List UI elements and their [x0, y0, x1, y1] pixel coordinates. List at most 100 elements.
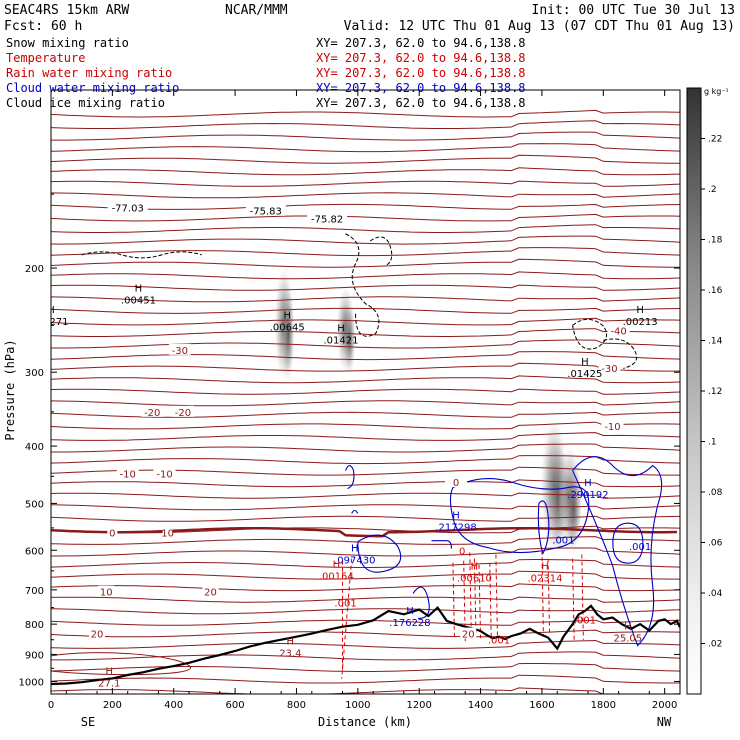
cloud-ice-contours: [81, 233, 638, 369]
isotherm-line: [51, 651, 680, 661]
isotherm-label: -10: [156, 469, 172, 480]
temperature-high-value: 23.4: [279, 649, 301, 660]
cloud-water-contour: [612, 522, 644, 564]
cloud-ice-contour: [345, 233, 380, 337]
colorbar-tick-label: .06: [708, 539, 723, 549]
isotherm-line: [51, 504, 680, 511]
colorbar-tick-label: .08: [708, 488, 723, 498]
isotherm-line: [51, 271, 680, 280]
y-tick-label: 500: [25, 499, 44, 510]
isotherm-line: [51, 213, 680, 222]
field-legend: Snow mixing ratio XY= 207.3, 62.0 to 94.6…: [6, 36, 526, 110]
legend-field-xy: XY= 207.3, 62.0 to 94.6,138.8: [316, 66, 526, 80]
x-axis: 0 200 400 600 800 1000 1200 1400 1600 1800 2000: [48, 90, 677, 711]
label-bg: [141, 405, 164, 417]
rain-label: .001: [574, 615, 596, 626]
x-tick-label: 600: [226, 700, 245, 711]
cloud-water-high-marker: H: [584, 478, 592, 489]
x-left-end-label: SE: [81, 715, 95, 729]
isotherm-line: [51, 203, 680, 210]
snow-high-marker: H: [47, 305, 55, 316]
snow-high-marker: H: [636, 305, 644, 316]
rain-high-value: .00610: [457, 574, 492, 585]
colorbar-tick-label: .2: [708, 185, 717, 195]
model-title: SEAC4RS 15km ARW: [4, 3, 129, 18]
isotherm-line: [51, 443, 680, 453]
isotherm-line: [51, 432, 680, 441]
cloud-water-contour: [431, 540, 453, 549]
x-tick-label: 400: [164, 700, 183, 711]
x-right-end-label: NW: [657, 715, 672, 729]
y-tick-label: 400: [25, 442, 44, 453]
snow-high-value: .00271: [34, 317, 69, 328]
rain-high-marker: H: [471, 562, 479, 573]
rain-contour: [495, 554, 498, 637]
isotherm-line: [51, 362, 680, 372]
temperature-high-marker: H: [287, 637, 295, 648]
isotherm-line: [51, 687, 680, 694]
isotherm-label: -10: [120, 469, 136, 480]
x-tick-label: 200: [103, 700, 122, 711]
label-bg: [116, 467, 139, 479]
y-tick-label: 900: [25, 650, 44, 661]
isotherm-line: [51, 639, 680, 649]
legend-field-name: Cloud water mixing ratio: [6, 81, 179, 95]
isotherm-line: [51, 235, 680, 245]
isotherm-line: [51, 515, 680, 522]
isotherm-label: 10: [100, 588, 113, 599]
snow-high-marker: H: [581, 357, 589, 368]
isotherm-line: [51, 608, 680, 615]
cloud-water-high-value: .176228: [389, 618, 430, 629]
snow-high-marker: H: [283, 310, 291, 321]
isotherm-line: [51, 674, 680, 684]
terrain-profile: [51, 604, 680, 686]
snow-core-inner: [281, 287, 295, 382]
isotherm-line: [51, 388, 680, 395]
snow-high-marker: H: [337, 323, 345, 334]
isotherm-line: [51, 570, 680, 580]
rain-high-marker: H: [333, 560, 341, 571]
colorbar-unit: g kg⁻¹: [704, 87, 729, 96]
cloud-water-contour: [449, 477, 590, 554]
org-title: NCAR/MMM: [225, 3, 288, 18]
y-tick-label: 800: [25, 620, 44, 631]
isotherm-line: [51, 307, 680, 314]
forecast-hour: Fcst: 60 h: [4, 19, 82, 34]
rain-contour: [341, 558, 353, 679]
legend-field-xy: XY= 207.3, 62.0 to 94.6,138.8: [316, 96, 526, 110]
legend-field-name: Snow mixing ratio: [6, 36, 129, 50]
isotherm-label: -75.82: [311, 215, 343, 226]
isotherm-line: [51, 192, 680, 199]
legend-field-xy: XY= 207.3, 62.0 to 94.6,138.8: [316, 51, 526, 65]
snow-high-marker: H: [135, 283, 143, 294]
isotherm-line: [51, 583, 680, 592]
cloud-water-contour: [537, 500, 550, 555]
colorbar-tick-label: .18: [708, 236, 723, 246]
isotherm-line: [51, 317, 680, 326]
cloud-water-high-value: .097430: [334, 556, 375, 567]
terrain-line: [51, 604, 680, 686]
x-tick-label: 1400: [468, 700, 493, 711]
label-bg: [445, 475, 468, 487]
x-tick-label: 800: [287, 700, 306, 711]
isotherm-line: [51, 547, 680, 557]
warm-pocket-contour: [51, 652, 192, 676]
isotherm-line: [51, 258, 680, 268]
legend-field-name: Rain water mixing ratio: [6, 66, 172, 80]
isotherm-line: [51, 351, 680, 361]
y-tick-label: 300: [25, 368, 44, 379]
rain-contour: [547, 558, 551, 634]
init-time: Init: 00 UTC Tue 30 Jul 13: [532, 3, 736, 18]
colorbar-tick-label: .02: [708, 640, 722, 650]
temperature-high-marker: H: [624, 622, 632, 633]
y-axis-label: Pressure (hPa): [3, 339, 17, 440]
x-axis-label: Distance (km): [318, 715, 412, 729]
colorbar-tick-label: .04: [708, 589, 723, 599]
label-bg: [202, 585, 219, 597]
isotherm-line: [51, 466, 680, 476]
isotherm-label: 20: [204, 588, 217, 599]
x-tick-label: 1000: [345, 700, 370, 711]
label-bg: [601, 420, 624, 432]
label-bg: [162, 526, 173, 538]
